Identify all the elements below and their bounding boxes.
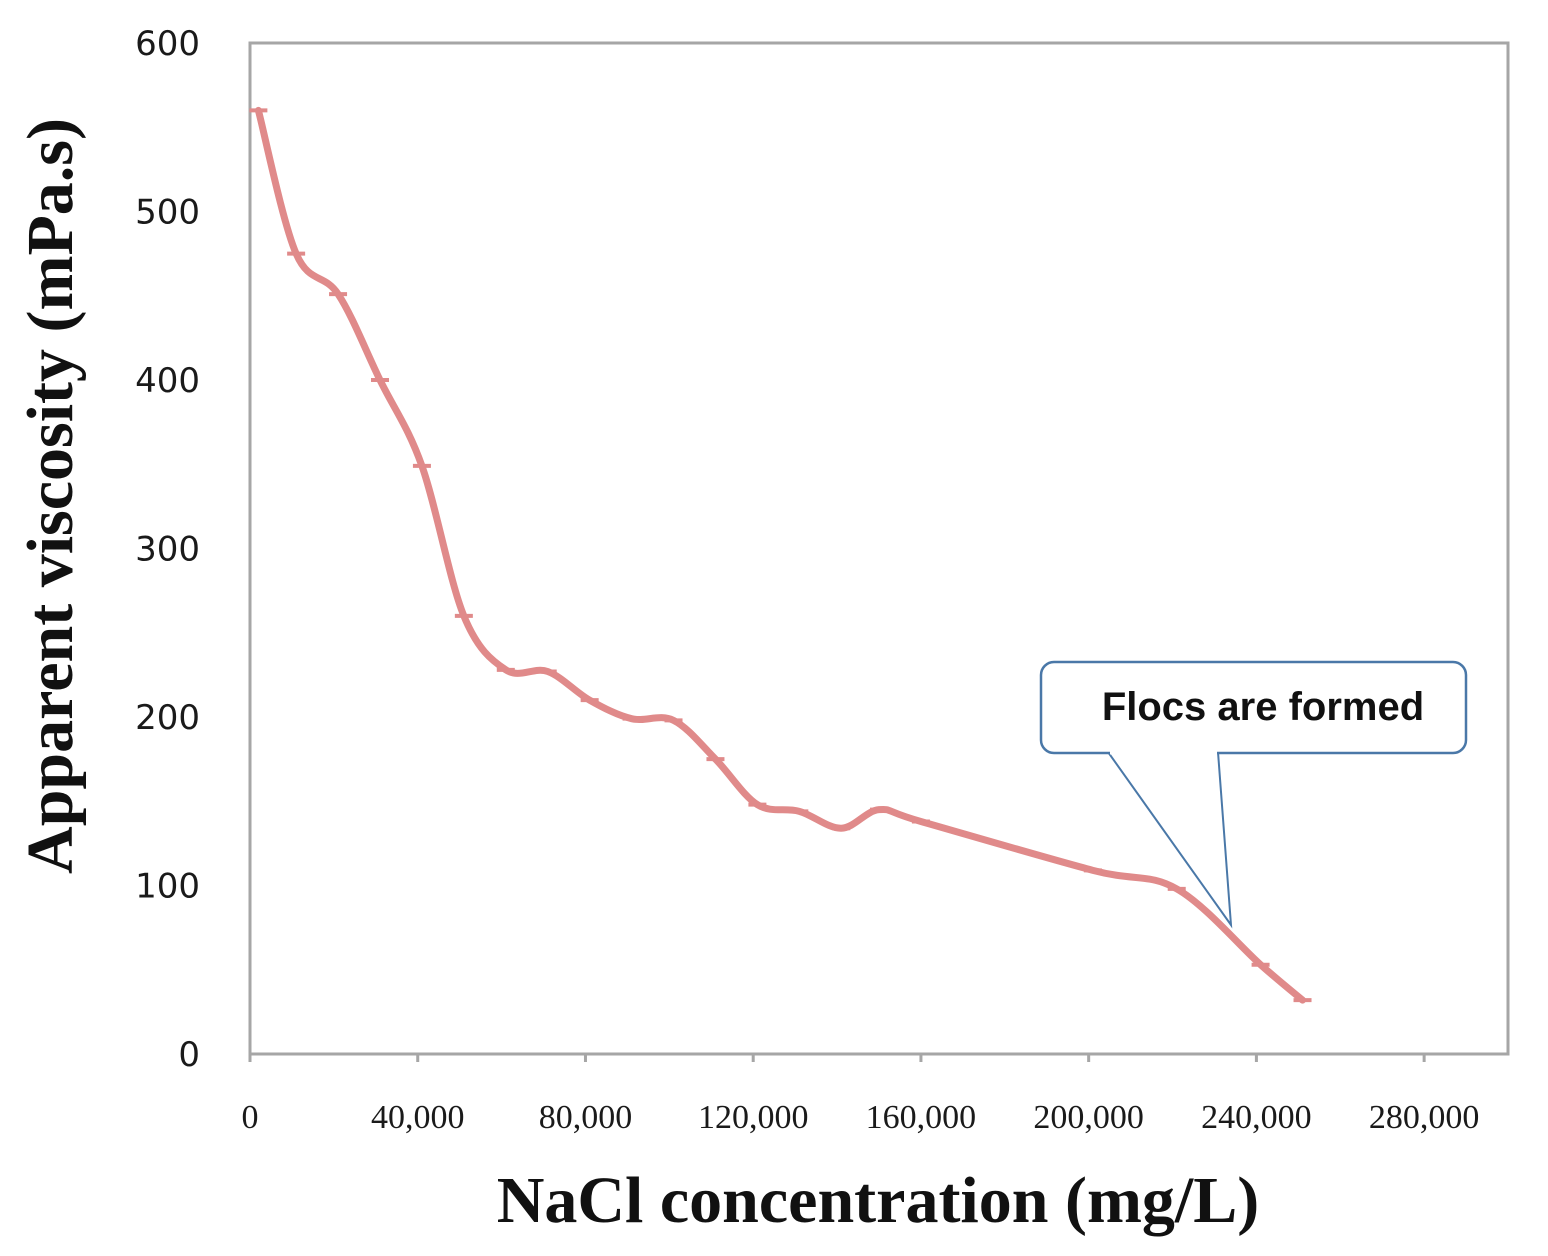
y-tick-label: 300 (135, 530, 200, 570)
callout-text: Flocs are formed (1102, 685, 1424, 729)
y-tick-label: 0 (178, 1035, 200, 1075)
x-tick-label: 240,000 (1201, 1099, 1312, 1136)
y-tick-label: 100 (135, 867, 200, 907)
callout-pointer (1107, 751, 1233, 929)
y-tick-labels: 0 100 200 300 400 500 600 (135, 24, 200, 1075)
x-tick-labels: 0 40,000 80,000 120,000 160,000 200,000 240,00… (242, 1054, 1480, 1136)
plot-area (248, 41, 1510, 1056)
series-layer (249, 106, 1312, 1004)
x-tick-label: 120,000 (698, 1099, 809, 1136)
x-tick-label: 280,000 (1369, 1099, 1480, 1136)
callout-box (1039, 660, 1468, 755)
x-axis-title: NaCl concentration (mg/L) (497, 1164, 1260, 1237)
x-tick-label: 160,000 (866, 1099, 977, 1136)
y-tick-label: 500 (135, 193, 200, 233)
x-tick-label: 200,000 (1033, 1099, 1144, 1136)
y-tick-label: 600 (135, 24, 200, 64)
x-tick-label: 80,000 (539, 1099, 633, 1136)
annotation-callout: Flocs are formed (1039, 660, 1468, 929)
y-tick-label: 200 (135, 698, 200, 738)
y-axis-title: Apparent viscosity (mPa.s) (14, 118, 87, 874)
y-tick-label: 400 (135, 361, 200, 401)
x-tick-label: 40,000 (371, 1099, 465, 1136)
x-tick-label: 0 (242, 1099, 259, 1136)
